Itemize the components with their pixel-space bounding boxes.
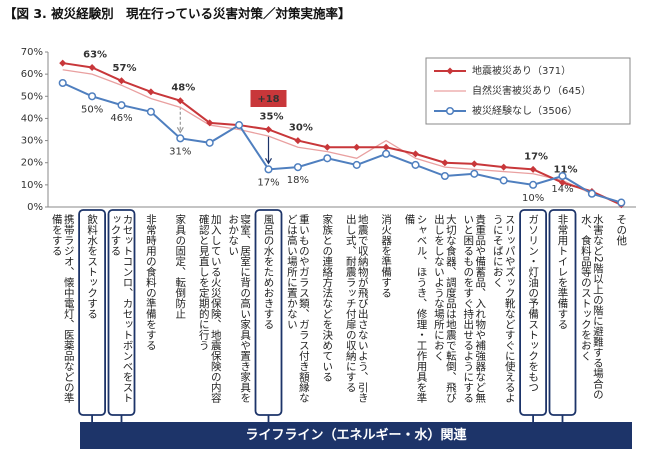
marker (529, 180, 538, 189)
marker (558, 171, 567, 181)
data-label: 17% (257, 177, 279, 188)
x-tick-label: 非常用トイレを準備する (556, 214, 569, 330)
x-tick-label: 消火器を準備する (380, 214, 393, 298)
y-tick-label: 60% (21, 69, 43, 80)
marker (176, 97, 184, 105)
marker (294, 137, 302, 145)
marker (500, 163, 508, 171)
legend-label: 地震被災あり（371） (472, 64, 571, 77)
series-line (62, 69, 622, 204)
marker (412, 150, 419, 158)
marker (559, 179, 566, 187)
series-line (62, 82, 622, 204)
marker (264, 165, 273, 174)
y-tick-label: 20% (21, 158, 43, 169)
series-line (62, 62, 622, 206)
marker (88, 64, 96, 71)
y-tick-label: 70% (21, 47, 43, 58)
x-tick-label: 家族との連絡方法などを決めている (321, 214, 334, 382)
legend-label: 自然災害被災あり（645） (472, 84, 591, 97)
marker (323, 143, 331, 151)
marker (146, 107, 155, 116)
diff-arrow-head (176, 127, 184, 134)
x-tick-label: 貴重品や備蓄品、入れ物や補強器など無いと困るものをすぐ持出せるようにする (462, 214, 487, 403)
data-label: 48% (171, 83, 195, 94)
annotation-box (250, 90, 287, 107)
x-tick-label: 加入している火災保険、地震保険の内容確認と見直しを定期的に行う (197, 214, 222, 403)
marker (440, 171, 449, 181)
legend-marker (445, 106, 455, 116)
marker (617, 198, 626, 207)
x-tick-label: スリッパやズック靴などすぐに使えるようにそばにおく (491, 214, 516, 403)
data-label: 17% (524, 151, 548, 162)
annotation: +18 (257, 94, 279, 105)
data-label: 10% (522, 193, 544, 204)
data-label: 14% (551, 184, 573, 195)
data-label: 57% (113, 63, 137, 74)
data-label: 50% (81, 104, 103, 115)
data-label: 11% (554, 165, 578, 176)
chart-title: 【図 3. 被災経験別 現在行っている災害対策／対策実施率】 (4, 6, 351, 21)
marker (147, 88, 155, 96)
marker (352, 160, 361, 169)
data-label: 46% (110, 113, 132, 124)
x-tick-label: 水害など2階以上の階に避難する場合の水、食料品等のストックをおく (579, 214, 604, 400)
x-tick-label: 携帯ラジオ、懐中電灯、医薬品などの準備をする (50, 214, 75, 403)
x-tick-label: 飲料水をストックする (86, 214, 99, 319)
marker (353, 143, 361, 151)
marker (206, 119, 214, 127)
marker (118, 77, 125, 85)
legend-marker (446, 67, 454, 75)
y-tick-label: 30% (21, 136, 43, 147)
marker (117, 101, 126, 110)
data-label: 31% (169, 146, 191, 157)
x-tick-label: 寝室、居室に背の高い家具や置き家具をおかない (227, 214, 252, 403)
x-tick-label: 地震で収納物が飛び出さないよう、引き出し式、耐震ラッチ付扉の収納にする (344, 214, 369, 403)
marker (323, 154, 332, 163)
marker (441, 159, 449, 167)
marker (88, 92, 97, 101)
legend-label: 被災経験なし（3506） (472, 104, 577, 117)
data-label: 35% (260, 112, 284, 123)
x-tick-label: 大切な食器、調度品は地震で転倒、飛び出しをしないような場所におく (432, 214, 457, 403)
y-tick-label: 10% (21, 180, 43, 191)
marker (293, 163, 302, 172)
marker (59, 59, 67, 67)
x-tick-label: 風呂の水をためおきする (262, 214, 275, 330)
y-tick-label: 40% (21, 113, 43, 124)
y-tick-label: 0% (27, 202, 43, 213)
data-label: 18% (287, 175, 309, 186)
data-label: 30% (289, 123, 313, 134)
y-tick-label: 50% (21, 91, 43, 102)
marker (529, 165, 537, 173)
marker (205, 138, 214, 147)
marker (382, 143, 390, 151)
x-tick-label: カセットコンロ、カセットボンベをストックする (109, 214, 134, 403)
x-tick-label: 家具の固定、転倒防止 (174, 214, 187, 319)
marker (176, 134, 185, 143)
marker (58, 78, 67, 88)
marker (470, 169, 479, 178)
marker (499, 176, 508, 185)
x-tick-label: 重いものやガラス類、ガラス付き額縁などは高い場所に置かない (285, 214, 310, 403)
marker (411, 160, 420, 169)
marker (587, 189, 596, 198)
x-tick-label: その他 (615, 214, 628, 246)
marker (382, 149, 391, 158)
x-tick-label: ガソリン・灯油の予備ストックをもつ (527, 214, 540, 393)
marker (235, 121, 244, 130)
diff-arrow-head (264, 158, 273, 165)
x-tick-label: シャベル、ほうき、修理・工作用具を準備 (403, 214, 428, 403)
x-tick-label: 非常時用の食料の準備をする (144, 214, 157, 351)
marker (470, 160, 478, 168)
data-label: 63% (83, 50, 107, 61)
group-banner: ライフライン（エネルギー・水）関連 (80, 422, 632, 449)
marker (265, 126, 272, 133)
